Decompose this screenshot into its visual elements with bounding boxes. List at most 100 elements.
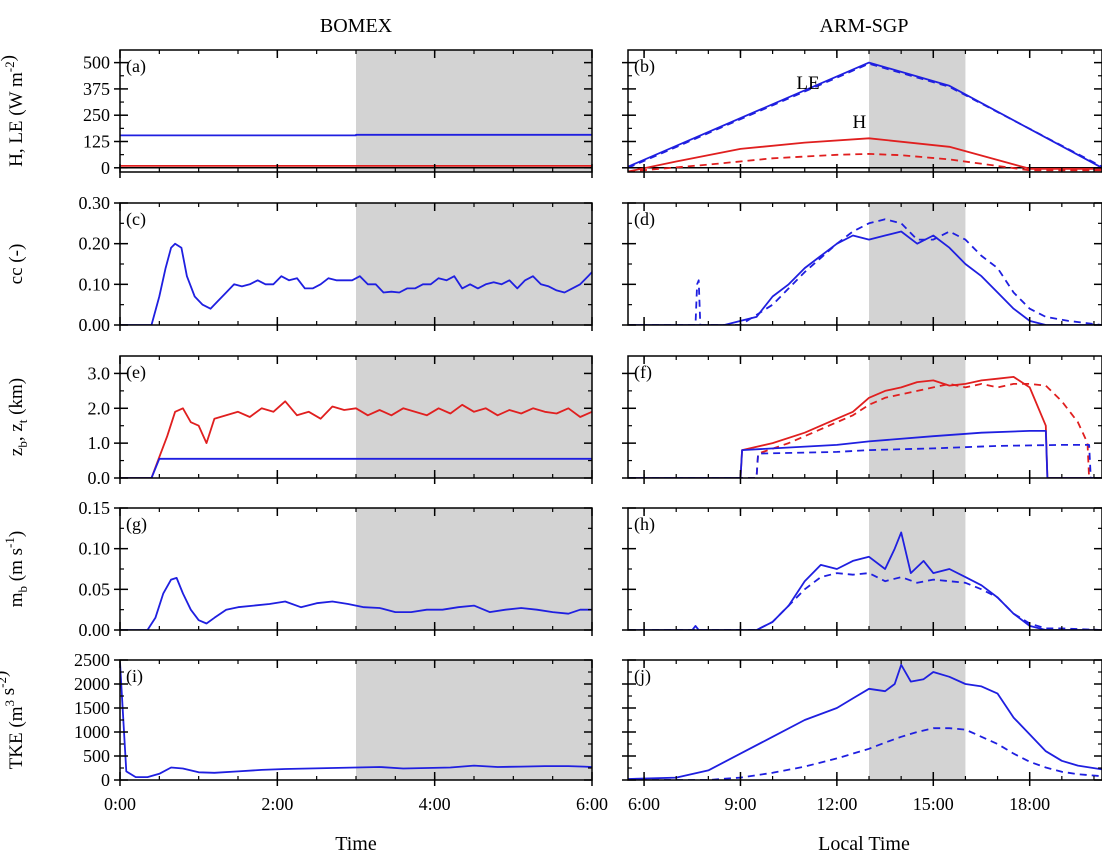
label-subscript: b xyxy=(15,441,30,448)
shaded-period xyxy=(356,203,592,325)
y-tick-label: 0.0 xyxy=(88,468,111,488)
label-part: (m s xyxy=(6,548,27,586)
y-axis-label: H, LE (W m-2) xyxy=(0,55,27,167)
label-part: cc (-) xyxy=(6,244,27,285)
panel-label: (g) xyxy=(126,514,147,535)
x-tick-label: 18:00 xyxy=(1009,794,1050,814)
panel-b: (b) LE H xyxy=(622,49,1102,178)
series-group xyxy=(628,531,1102,630)
y-tick-label: 1000 xyxy=(74,722,110,742)
series-blue-solid xyxy=(120,577,592,630)
panel-frame xyxy=(627,659,1102,781)
series-red-solid xyxy=(120,400,592,478)
panel-label: (d) xyxy=(634,209,655,230)
x-tick-label: 12:00 xyxy=(816,794,857,814)
label-part: (km) xyxy=(6,378,27,420)
label-part: H, LE (W xyxy=(6,87,27,167)
label-superscript: -2 xyxy=(0,677,9,688)
series-blue-dashed xyxy=(628,727,1102,780)
y-axis-label: zb, zt (km) xyxy=(6,378,30,456)
series-blue-solid xyxy=(120,133,592,137)
panel-label: (c) xyxy=(126,209,146,230)
panel-a: 0 125 250 375 500 (a) H, LE (W m-2) xyxy=(0,49,593,178)
shaded-period xyxy=(356,508,592,630)
annotation: LE xyxy=(796,73,819,94)
x-tick-label: 6:00 xyxy=(576,794,608,814)
y-tick-label: 0.20 xyxy=(79,234,111,254)
y-tick-label: 1500 xyxy=(74,698,110,718)
series-group xyxy=(628,375,1102,478)
label-superscript: -1 xyxy=(2,537,17,548)
x-tick-label: 2:00 xyxy=(261,794,293,814)
x-tick-label: 4:00 xyxy=(419,794,451,814)
annotation: H xyxy=(853,112,867,133)
label-part: m xyxy=(6,72,27,87)
y-tick-label: 375 xyxy=(83,79,110,99)
series-blue-solid xyxy=(120,662,592,778)
label-subscript: t xyxy=(15,419,30,423)
panel-frame xyxy=(627,49,1102,173)
panel-label: (e) xyxy=(126,362,146,383)
series-group xyxy=(120,577,592,630)
panel-label: (a) xyxy=(126,56,146,77)
x-axis-label-time: Time xyxy=(335,833,377,855)
shaded-period xyxy=(869,356,966,478)
panel-label: (i) xyxy=(126,666,143,687)
label-superscript: 3 xyxy=(2,700,17,707)
label-part: z xyxy=(6,448,27,456)
label-part: TKE ( xyxy=(6,721,27,769)
y-tick-label: 0.05 xyxy=(79,579,111,599)
panel-c: 0.00 0.10 0.20 0.30 (c) cc (-) xyxy=(6,193,593,335)
series-blue-dashed xyxy=(628,572,1102,630)
label-part: ) xyxy=(6,531,27,537)
shaded-period xyxy=(356,356,592,478)
y-tick-label: 0 xyxy=(101,770,110,790)
panel-label: (f) xyxy=(634,362,652,383)
panel-g: 0.00 0.05 0.10 0.15 (g) mb (m s-1) xyxy=(2,498,593,640)
y-tick-label: 1.0 xyxy=(88,433,111,453)
series-blue-solid xyxy=(120,242,592,325)
label-part: , z xyxy=(6,423,27,441)
label-superscript: -2 xyxy=(2,61,17,72)
series-group xyxy=(628,61,1102,172)
column-title-arm-sgp: ARM-SGP xyxy=(820,15,909,37)
panel-f: (f) xyxy=(622,355,1102,484)
shaded-period xyxy=(356,50,592,172)
y-tick-label: 2.0 xyxy=(88,398,111,418)
shaded-period xyxy=(356,660,592,780)
y-tick-label: 3.0 xyxy=(88,363,111,383)
series-group xyxy=(120,400,592,478)
x-tick-label: 9:00 xyxy=(724,794,756,814)
y-tick-label: 250 xyxy=(83,105,110,125)
series-group xyxy=(120,662,592,778)
panel-frame xyxy=(627,507,1102,631)
y-tick-label: 500 xyxy=(83,746,110,766)
y-axis-label: TKE (m3 s-2) xyxy=(0,671,27,770)
label-subscript: b xyxy=(15,586,30,593)
x-tick-label: 15:00 xyxy=(913,794,954,814)
x-tick-label: 0:00 xyxy=(104,794,136,814)
series-blue-solid xyxy=(120,457,592,478)
panel-e: 0.0 1.0 2.0 3.0 (e) zb, zt (km) xyxy=(6,355,593,488)
panel-frame xyxy=(627,355,1102,479)
y-tick-label: 0.00 xyxy=(79,620,111,640)
series-group xyxy=(120,133,592,167)
series-red-solid xyxy=(628,375,1102,478)
panel-label: (h) xyxy=(634,514,655,535)
series-blue-dashed xyxy=(628,62,1102,169)
y-tick-label: 125 xyxy=(83,132,110,152)
y-tick-label: 0.00 xyxy=(79,315,111,335)
x-tick-label: 6:00 xyxy=(628,794,660,814)
label-part: ) xyxy=(0,55,19,61)
panel-j: 6:00 9:00 12:00 15:00 18:00 (j) xyxy=(622,659,1102,814)
panel-label: (j) xyxy=(634,666,651,687)
label-part: m xyxy=(6,592,27,607)
y-tick-label: 0 xyxy=(101,158,110,178)
series-blue-solid xyxy=(628,531,1102,630)
x-axis-label-local-time: Local Time xyxy=(818,833,910,855)
y-axis-label: mb (m s-1) xyxy=(2,531,30,607)
panel-d: (d) xyxy=(622,202,1102,331)
y-axis-label: cc (-) xyxy=(6,244,27,285)
